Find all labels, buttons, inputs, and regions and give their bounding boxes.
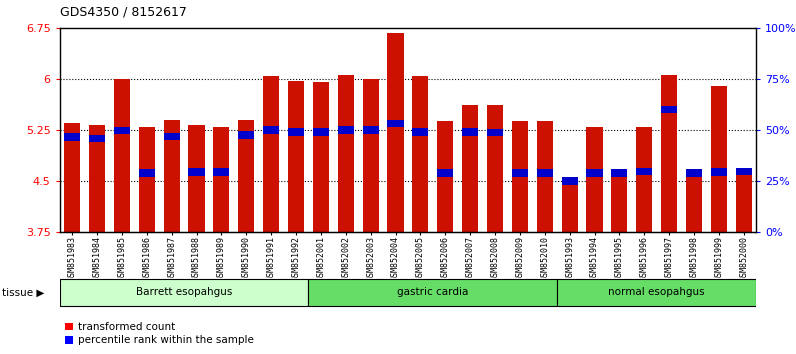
Bar: [313, 82, 329, 232]
Bar: [437, 169, 454, 177]
Bar: [64, 122, 80, 232]
Bar: [537, 121, 553, 232]
Bar: [263, 76, 279, 232]
Bar: [636, 127, 653, 232]
Bar: [238, 131, 255, 138]
Bar: [462, 129, 478, 136]
Bar: [163, 120, 180, 232]
Bar: [163, 132, 180, 140]
Bar: [89, 135, 105, 142]
Bar: [213, 127, 229, 232]
Bar: [412, 76, 428, 232]
Bar: [661, 75, 677, 232]
Text: gastric cardia: gastric cardia: [397, 287, 469, 297]
Bar: [686, 171, 702, 232]
Bar: [487, 105, 503, 232]
Text: tissue ▶: tissue ▶: [2, 288, 44, 298]
Bar: [114, 127, 130, 135]
Bar: [711, 86, 727, 232]
Bar: [512, 169, 528, 177]
Bar: [561, 181, 578, 232]
Bar: [611, 169, 627, 177]
Bar: [686, 169, 702, 177]
Bar: [313, 129, 329, 136]
Bar: [388, 33, 404, 232]
Bar: [587, 127, 603, 232]
Bar: [263, 126, 279, 134]
Bar: [338, 126, 354, 134]
Bar: [338, 75, 354, 232]
Legend: transformed count, percentile rank within the sample: transformed count, percentile rank withi…: [65, 322, 255, 345]
Bar: [362, 126, 379, 134]
Bar: [736, 168, 752, 175]
Bar: [362, 79, 379, 232]
Bar: [114, 79, 130, 232]
Bar: [89, 125, 105, 232]
Bar: [736, 171, 752, 232]
Bar: [288, 81, 304, 232]
Bar: [711, 169, 727, 176]
FancyBboxPatch shape: [60, 279, 308, 307]
Text: normal esopahgus: normal esopahgus: [608, 287, 705, 297]
Bar: [437, 121, 454, 232]
Bar: [661, 106, 677, 113]
Bar: [189, 125, 205, 232]
FancyBboxPatch shape: [557, 279, 756, 307]
Bar: [238, 120, 255, 232]
Text: Barrett esopahgus: Barrett esopahgus: [136, 287, 232, 297]
Bar: [213, 169, 229, 176]
Bar: [611, 170, 627, 232]
Bar: [139, 127, 155, 232]
Bar: [412, 129, 428, 136]
Bar: [462, 105, 478, 232]
Bar: [288, 129, 304, 136]
Bar: [189, 169, 205, 176]
Bar: [487, 129, 503, 137]
Bar: [636, 168, 653, 175]
Bar: [64, 133, 80, 141]
Bar: [537, 169, 553, 177]
Bar: [587, 169, 603, 177]
Bar: [512, 121, 528, 232]
FancyBboxPatch shape: [308, 279, 557, 307]
Bar: [139, 169, 155, 177]
Bar: [561, 177, 578, 185]
Bar: [388, 120, 404, 127]
Text: GDS4350 / 8152617: GDS4350 / 8152617: [60, 5, 186, 18]
